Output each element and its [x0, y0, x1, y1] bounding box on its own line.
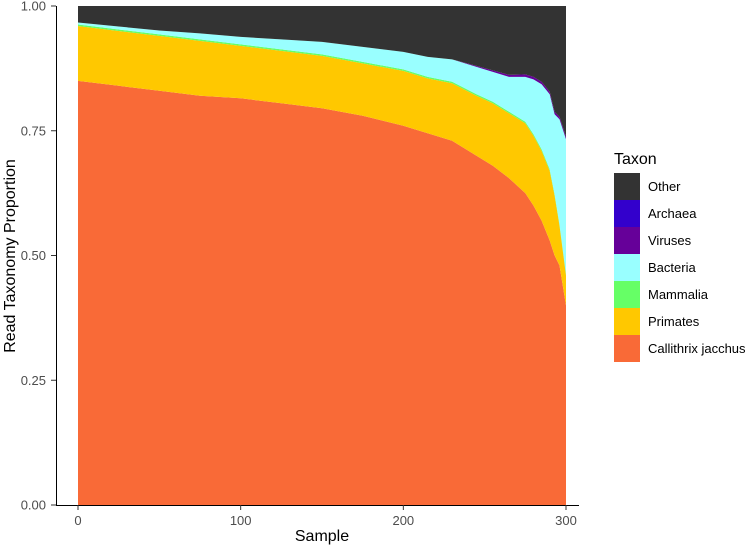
legend-swatch-viruses	[614, 227, 640, 254]
y-tick-label: 0.25	[21, 373, 46, 388]
x-tick-label: 100	[230, 513, 252, 528]
y-tick-label: 0.00	[21, 498, 46, 513]
legend-label-other: Other	[648, 179, 681, 194]
legend-swatch-archaea	[614, 200, 640, 227]
legend-title: Taxon	[614, 151, 657, 168]
y-tick-label: 0.50	[21, 248, 46, 263]
x-tick-label: 200	[392, 513, 414, 528]
legend-swatch-callithrix-jacchus	[614, 335, 640, 362]
y-ticks: 0.00 0.25 0.50 0.75 1.00	[21, 0, 56, 513]
legend-label-mammalia: Mammalia	[648, 287, 709, 302]
x-tick-label: 300	[555, 513, 577, 528]
legend-swatch-bacteria	[614, 254, 640, 281]
legend-swatch-other	[614, 173, 640, 200]
y-tick-label: 1.00	[21, 0, 46, 14]
area-other	[78, 6, 566, 137]
area-primates	[78, 26, 566, 306]
legend-label-archaea: Archaea	[648, 206, 697, 221]
legend-swatch-mammalia	[614, 281, 640, 308]
legend-label-primates: Primates	[648, 314, 700, 329]
legend-label-callithrix-jacchus: Callithrix jacchus	[648, 341, 746, 356]
legend-label-viruses: Viruses	[648, 233, 692, 248]
x-tick-label: 0	[74, 513, 81, 528]
x-axis-title: Sample	[295, 528, 349, 545]
axes	[56, 6, 579, 506]
legend-label-bacteria: Bacteria	[648, 260, 696, 275]
x-ticks: 0 100 200 300	[74, 505, 577, 528]
area-callithrix-jacchus	[78, 80, 566, 506]
legend: Taxon Other Archaea Viruses Bacteria Mammali…	[614, 151, 746, 362]
plot-panel	[78, 6, 566, 506]
y-axis-title: Read Taxonomy Proportion	[2, 159, 19, 353]
legend-swatch-primates	[614, 308, 640, 335]
y-tick-label: 0.75	[21, 123, 46, 138]
